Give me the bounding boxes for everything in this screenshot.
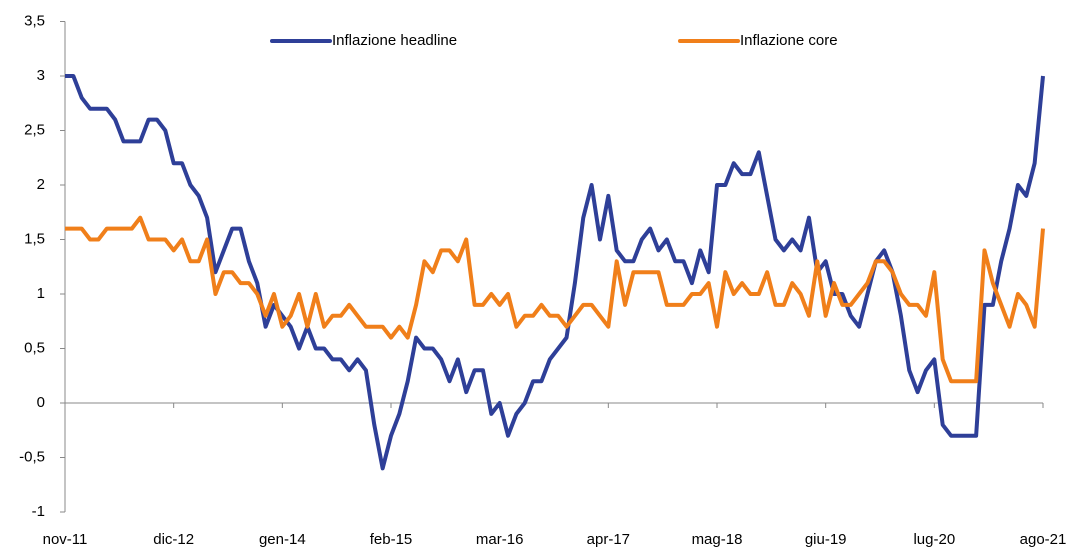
y-tick-label: 1 xyxy=(37,285,45,302)
x-tick-label: ago-21 xyxy=(1020,531,1067,548)
x-tick-label: mag-18 xyxy=(692,531,743,548)
y-tick-label: 2 xyxy=(37,176,45,193)
y-tick-label: -0,5 xyxy=(19,448,45,465)
y-tick-label: 1,5 xyxy=(24,230,45,247)
y-tick-label: 2,5 xyxy=(24,121,45,138)
x-tick-label: gen-14 xyxy=(259,531,306,548)
legend-label: Inflazione headline xyxy=(332,32,457,49)
x-tick-label: mar-16 xyxy=(476,531,524,548)
legend-label: Inflazione core xyxy=(740,32,838,49)
y-tick-label: 0,5 xyxy=(24,339,45,356)
x-tick-label: nov-11 xyxy=(43,531,88,548)
y-tick-label: 3,5 xyxy=(24,12,45,29)
line-series xyxy=(65,74,1045,471)
x-tick-label: lug-20 xyxy=(913,531,955,548)
x-tick-label: apr-17 xyxy=(587,531,630,548)
x-tick-label: giu-19 xyxy=(805,531,847,548)
x-tick-label: dic-12 xyxy=(153,531,194,548)
y-tick-label: 0 xyxy=(37,394,45,411)
line-series xyxy=(65,215,1045,384)
y-tick-label: 3 xyxy=(37,67,45,84)
x-tick-label: feb-15 xyxy=(370,531,413,548)
y-tick-label: -1 xyxy=(32,503,45,520)
